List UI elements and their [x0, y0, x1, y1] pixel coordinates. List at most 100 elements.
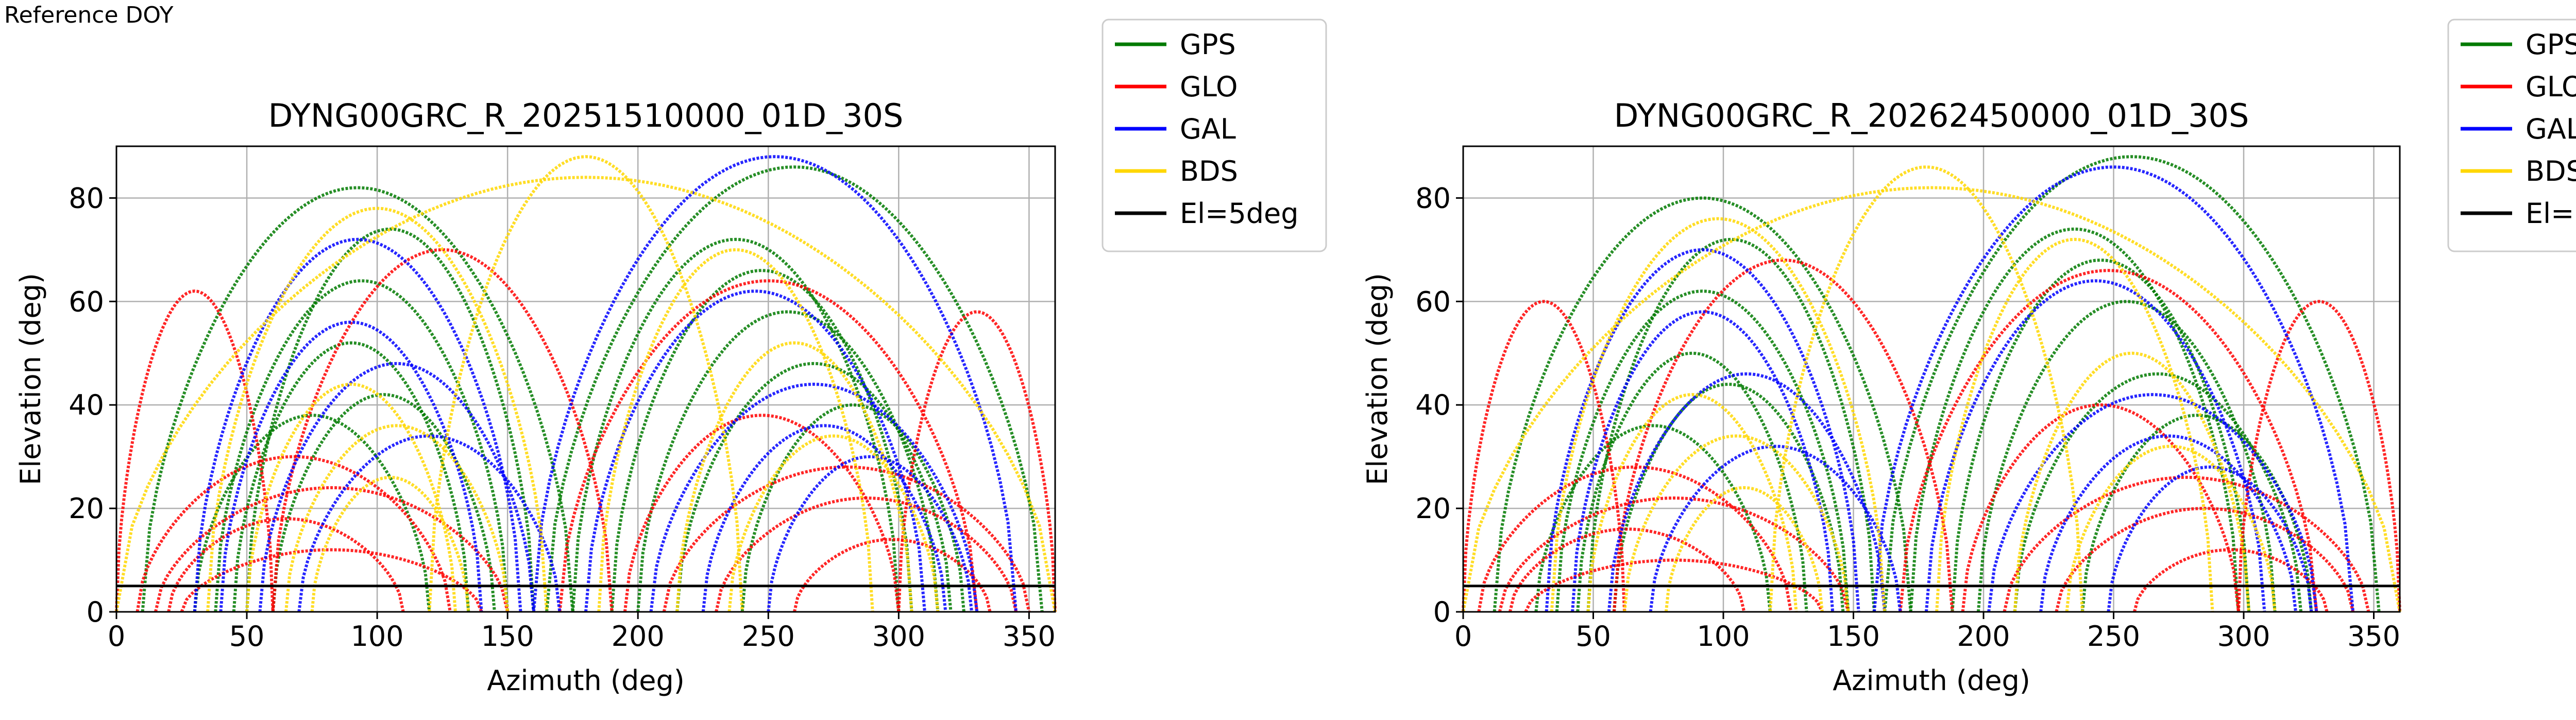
x-tick-label: 150	[1827, 620, 1880, 653]
satellite-track-gal	[219, 320, 483, 612]
legend-box	[2447, 19, 2576, 252]
satellite-track-bds	[2065, 444, 2277, 612]
satellite-track-gal	[2039, 434, 2297, 612]
legend-label: El=5deg	[1180, 197, 1299, 230]
data-points	[1462, 155, 2401, 613]
satellite-track-gps	[1493, 196, 1912, 612]
x-axis-ticks: 0 50 100 150 200 250 300 350	[108, 612, 1056, 653]
satellite-track-bds	[1935, 237, 2214, 612]
satellite-track-glo	[154, 486, 510, 612]
x-tick-label: 300	[872, 620, 925, 653]
x-axis-ticks: 0 50 100 150 200 250 300 350	[1454, 612, 2400, 653]
satellite-track-gal	[1545, 248, 1860, 612]
legend-label: GAL	[1180, 113, 1236, 145]
satellite-track-bds	[1550, 217, 1887, 612]
satellite-track-glo	[167, 517, 405, 612]
x-tick-label: 350	[1003, 620, 1056, 653]
satellite-track-gps	[545, 165, 1044, 612]
satellite-track-bds	[428, 155, 744, 612]
satellite-track-gps	[1555, 289, 1850, 612]
satellite-track-bds	[284, 424, 510, 612]
satellite-track-glo	[1508, 527, 1746, 612]
x-tick-label: 200	[612, 620, 665, 653]
satellite-track-gps	[2080, 414, 2313, 612]
y-tick-label: 40	[69, 389, 104, 421]
legend-label: GLO	[1180, 71, 1238, 103]
satellite-track-gal	[1924, 279, 2266, 612]
y-axis-ticks: 0 20 40 60 80	[1415, 182, 1463, 628]
legend: GPS GLO GAL BDS El=5deg	[2447, 19, 2576, 252]
satellite-track-glo	[1498, 496, 1850, 612]
satellite-track-gps	[245, 227, 535, 612]
data-points	[115, 155, 1057, 613]
satellite-track-bds	[310, 475, 470, 612]
satellite-track-gal	[193, 237, 522, 612]
legend-label: GLO	[2526, 71, 2576, 103]
satellite-track-bds	[675, 341, 913, 612]
y-tick-label: 80	[1415, 182, 1451, 214]
satellite-track-gps	[1576, 351, 1808, 612]
satellite-track-gal	[701, 424, 947, 612]
satellite-track-glo	[1899, 269, 2318, 612]
legend-label: BDS	[2526, 155, 2576, 187]
satellite-track-bds	[1623, 434, 1850, 612]
satellite-track-gal	[1649, 444, 1902, 612]
legend-label: GAL	[2526, 113, 2576, 145]
satellite-track-gal	[258, 362, 535, 612]
satellite-track-glo	[135, 455, 452, 612]
satellite-track-bds	[1664, 486, 1824, 612]
satellite-track-glo	[115, 289, 275, 612]
satellite-track-bds	[1462, 186, 2401, 612]
x-axis-label: Azimuth (deg)	[1833, 664, 2030, 697]
chart-title: DYNG00GRC_R_20251510000_01D_30S	[268, 97, 904, 134]
legend-label: El=5deg	[2526, 197, 2576, 230]
satellite-track-gps	[636, 310, 940, 612]
satellite-track-glo	[623, 414, 901, 612]
satellite-track-glo	[1961, 403, 2240, 612]
y-tick-label: 60	[1415, 285, 1451, 318]
satellite-track-gal	[1607, 372, 1887, 612]
legend-label: GPS	[1180, 28, 1236, 61]
satellite-track-gps	[193, 414, 431, 612]
satellite-track-gps	[1586, 237, 1876, 612]
satellite-track-gps	[2013, 372, 2303, 612]
satellite-track-gps	[675, 362, 953, 612]
x-tick-label: 350	[2347, 620, 2400, 653]
y-tick-label: 80	[69, 182, 104, 214]
x-tick-label: 200	[1957, 620, 2010, 653]
satellite-track-gps	[232, 341, 470, 612]
chart-panel-1: DYNG00GRC_R_20251510000_01D_30S 0 50 100 15…	[14, 19, 1327, 697]
satellite-track-bds	[245, 382, 457, 612]
legend-label: GPS	[2526, 28, 2576, 61]
figure-corner-label: Reference DOY	[4, 2, 174, 28]
x-tick-label: 150	[481, 620, 534, 653]
satellite-track-glo	[1612, 258, 1954, 612]
x-tick-label: 50	[229, 620, 265, 653]
y-tick-label: 20	[69, 492, 104, 525]
chart-title: DYNG00GRC_R_20262450000_01D_30S	[1614, 97, 2249, 134]
satellite-track-gps	[1951, 258, 2251, 612]
satellite-track-gal	[1987, 393, 2318, 612]
y-axis-ticks: 0 20 40 60 80	[69, 182, 116, 628]
y-axis-label: Elevation (deg)	[1361, 273, 1394, 485]
satellite-track-bds	[727, 434, 940, 612]
x-axis-label: Azimuth (deg)	[487, 664, 685, 697]
y-axis-label: Elevation (deg)	[14, 273, 47, 485]
satellite-track-gps	[571, 237, 901, 612]
x-tick-label: 250	[742, 620, 795, 653]
satellite-track-bds	[2013, 351, 2251, 612]
satellite-track-gps	[1883, 155, 2381, 612]
x-tick-label: 300	[2217, 620, 2270, 653]
satellite-track-glo	[1462, 300, 1626, 612]
x-tick-label: 250	[2087, 620, 2140, 653]
satellite-track-bds	[1768, 165, 2084, 612]
y-tick-label: 0	[1433, 596, 1451, 628]
satellite-track-gal	[1872, 165, 2355, 612]
satellite-track-gps	[610, 269, 913, 612]
y-tick-label: 60	[69, 285, 104, 318]
satellite-track-bds	[115, 176, 1057, 612]
satellite-track-bds	[206, 207, 549, 612]
satellite-track-gal	[1571, 310, 1835, 612]
chart-panel-2: DYNG00GRC_R_20262450000_01D_30S 0 50 100 15…	[1361, 19, 2576, 697]
